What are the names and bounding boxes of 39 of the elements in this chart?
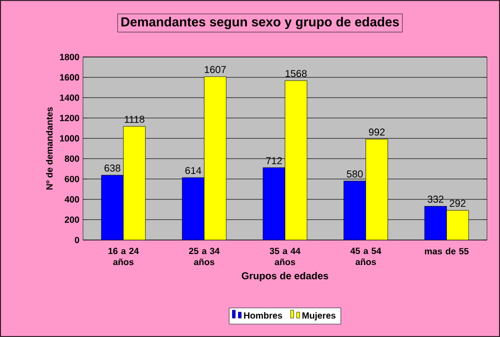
y-tick-label: 200 bbox=[64, 216, 80, 223]
x-tick-label: 45 a 54 años bbox=[350, 248, 382, 266]
y-tick-label: 800 bbox=[64, 155, 80, 162]
bar bbox=[446, 210, 469, 240]
data-label: 580 bbox=[346, 170, 363, 178]
x-tick-label: 35 a 44 años bbox=[270, 248, 300, 266]
chart-title: Demandantes segun sexo y grupo de edades bbox=[121, 16, 399, 30]
x-tick-label: mas de 55 bbox=[424, 248, 469, 254]
x-axis-title: Grupos de edades bbox=[242, 272, 328, 282]
data-label: 292 bbox=[450, 200, 466, 207]
bar bbox=[123, 126, 146, 240]
bar bbox=[262, 167, 286, 240]
legend-label: Hombres bbox=[244, 312, 282, 319]
y-tick-label: 600 bbox=[64, 176, 80, 182]
data-label: 992 bbox=[368, 128, 385, 136]
data-label: 1568 bbox=[286, 70, 307, 78]
y-tick-label: 1800 bbox=[60, 54, 80, 60]
legend-label: Mujeres bbox=[302, 312, 336, 320]
data-label: 712 bbox=[266, 157, 282, 164]
bar bbox=[182, 177, 204, 240]
data-label: 638 bbox=[104, 164, 120, 172]
bar bbox=[204, 76, 226, 240]
y-tick-label: 1600 bbox=[60, 74, 80, 81]
bar bbox=[424, 206, 447, 240]
bar bbox=[366, 138, 388, 240]
x-tick-label: 25 a 34 años bbox=[189, 248, 220, 266]
y-axis-title: Nº de demandantes bbox=[46, 107, 53, 190]
bar bbox=[284, 80, 308, 240]
y-tick-label: 0 bbox=[74, 236, 80, 244]
data-label: 1118 bbox=[124, 116, 144, 123]
bar bbox=[101, 174, 124, 240]
data-label: 1607 bbox=[204, 66, 226, 74]
x-tick-label: 16 a 24 años bbox=[108, 248, 139, 266]
y-tick-label: 1200 bbox=[60, 114, 80, 122]
bar bbox=[344, 180, 366, 240]
y-tick-label: 400 bbox=[64, 196, 80, 203]
data-label: 614 bbox=[185, 166, 202, 174]
y-tick-label: 1000 bbox=[60, 135, 80, 142]
y-tick-label: 1400 bbox=[60, 94, 80, 101]
